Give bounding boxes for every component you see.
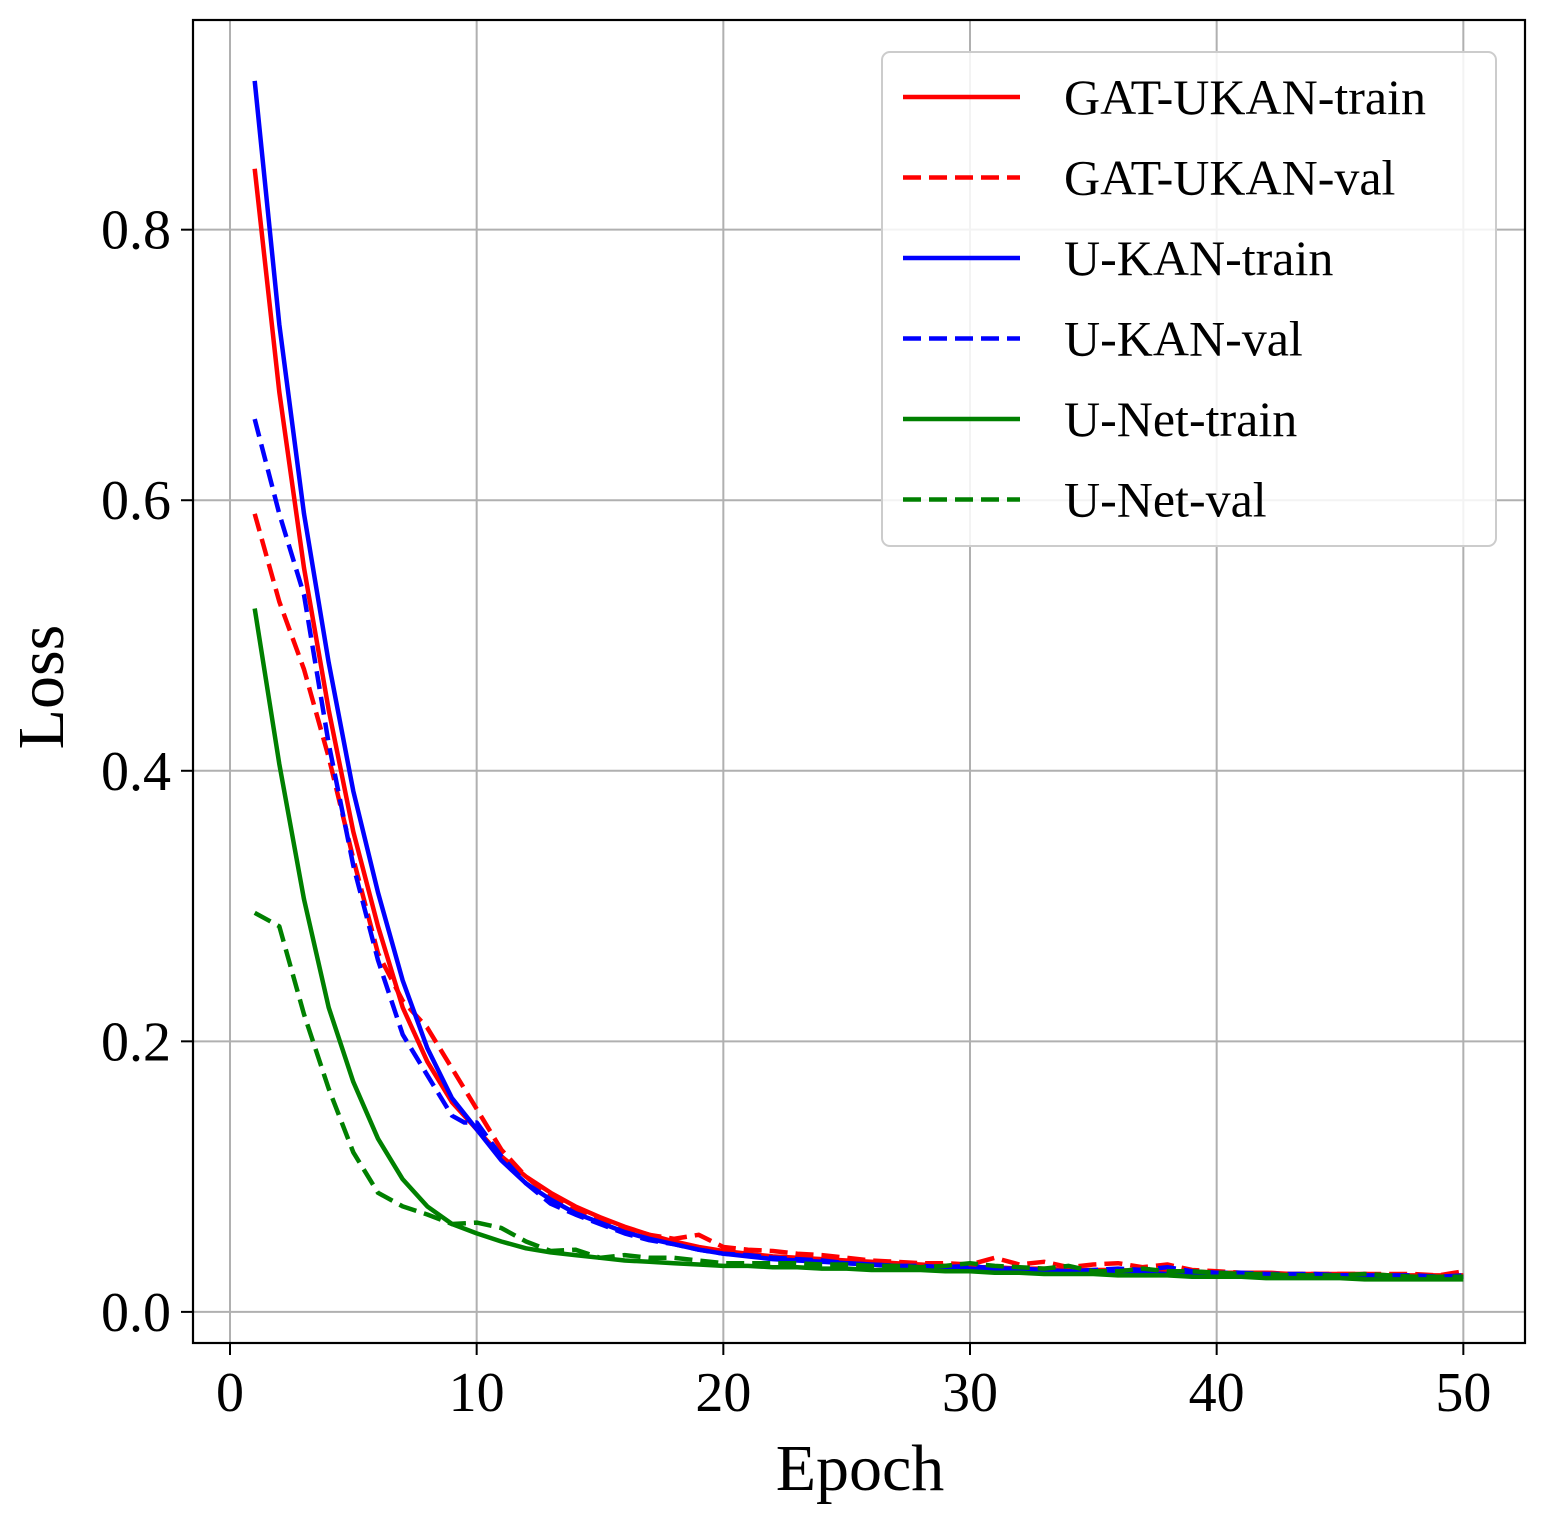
plot-frame — [191, 18, 1527, 1345]
legend-label: GAT-UKAN-train — [1064, 69, 1426, 125]
y-tick-label: 0.0 — [101, 1282, 171, 1344]
x-tick-label: 40 — [1189, 1362, 1245, 1424]
y-axis-title: Loss — [5, 625, 78, 750]
legend: GAT-UKAN-train GAT-UKAN-val U-KAN-train U-K… — [881, 51, 1497, 547]
legend-label: GAT-UKAN-val — [1064, 150, 1395, 206]
y-tick-label: 0.2 — [101, 1011, 171, 1073]
legend-box — [881, 51, 1497, 547]
y-tick-label: 0.4 — [101, 741, 171, 803]
legend-label: U-KAN-train — [1064, 230, 1333, 286]
series-line-u-net-val — [253, 910, 1464, 1279]
x-tick-label: 20 — [695, 1362, 751, 1424]
legend-label: U-Net-val — [1064, 472, 1267, 528]
series-lines — [252, 80, 1464, 1282]
x-tick-label: 30 — [942, 1362, 998, 1424]
axis-ticks: 0 10 20 30 40 50 0.0 0.2 0.4 0.6 0.8 — [101, 200, 1491, 1424]
y-tick-label: 0.6 — [101, 470, 171, 532]
x-axis-title: Epoch — [776, 1432, 945, 1505]
series-line-u-net-train — [252, 608, 1464, 1282]
x-tick-label: 50 — [1435, 1362, 1491, 1424]
x-tick-label: 0 — [216, 1362, 244, 1424]
series-line-gat-ukan-val — [252, 513, 1464, 1278]
y-tick-label: 0.8 — [101, 200, 171, 262]
series-line-u-kan-val — [252, 418, 1464, 1279]
x-tick-label: 10 — [449, 1362, 505, 1424]
legend-label: U-Net-train — [1064, 391, 1297, 447]
legend-label: U-KAN-val — [1064, 311, 1303, 367]
